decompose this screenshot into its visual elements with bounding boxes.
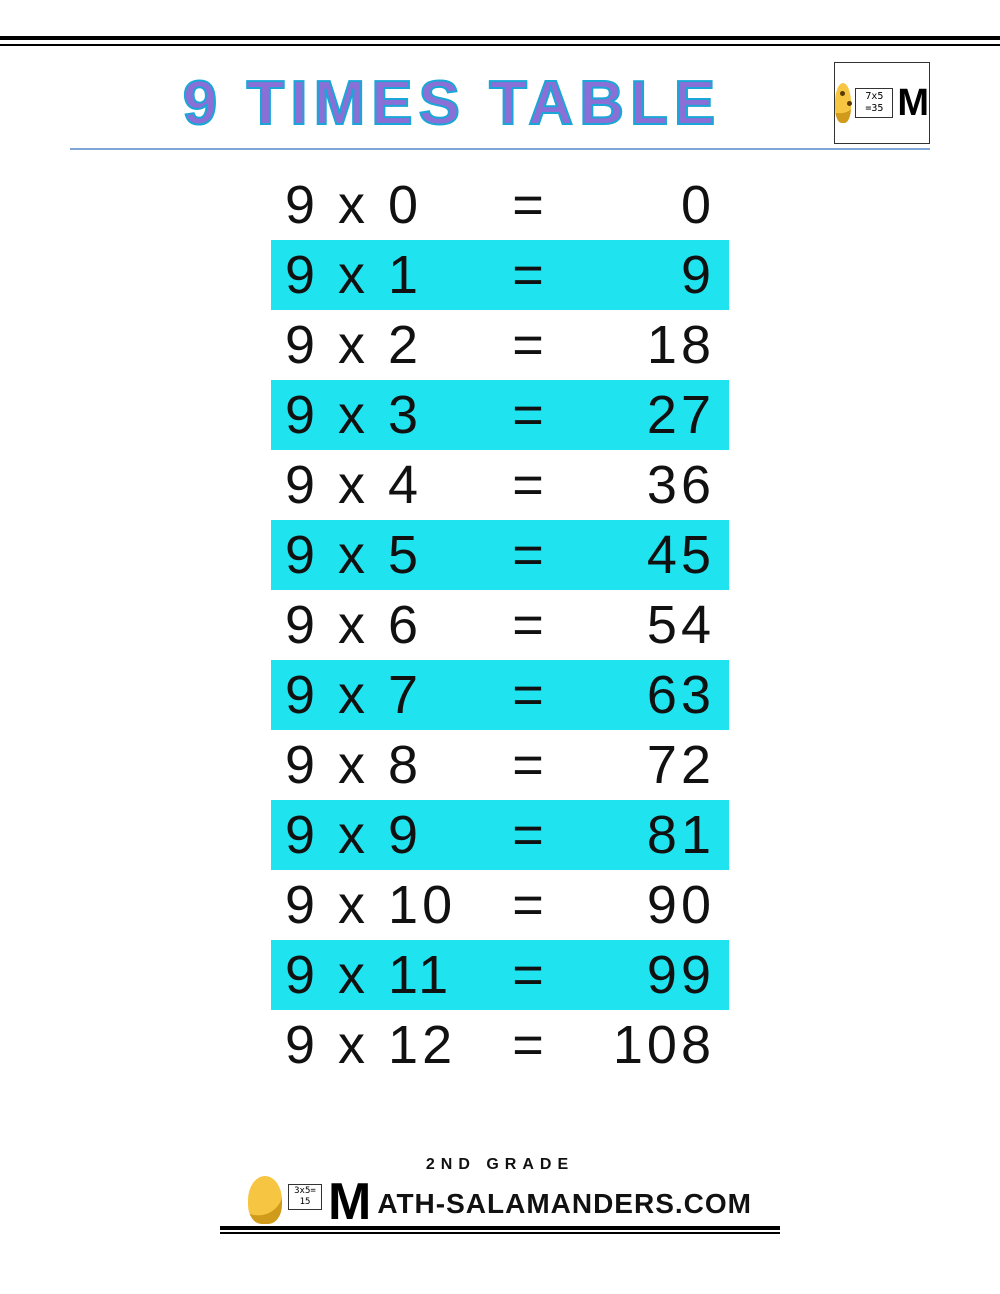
row-lhs: 9 x 10 — [285, 874, 495, 936]
table-row: 9 x 7=63 — [271, 660, 729, 730]
row-lhs: 9 x 0 — [285, 174, 495, 236]
row-lhs: 9 x 7 — [285, 664, 495, 726]
brand-m-icon: M — [328, 1182, 371, 1224]
logo-board-line2: =35 — [865, 103, 883, 114]
table-row: 9 x 0=0 — [271, 170, 729, 240]
row-lhs: 9 x 2 — [285, 314, 495, 376]
row-equals: = — [495, 1014, 565, 1076]
logo-box: 7x5 =35 M — [834, 62, 930, 144]
title-underline — [70, 148, 930, 150]
row-result: 0 — [565, 174, 715, 236]
row-result: 9 — [565, 244, 715, 306]
table-row: 9 x 2=18 — [271, 310, 729, 380]
row-lhs: 9 x 8 — [285, 734, 495, 796]
grade-label: 2ND GRADE — [426, 1156, 574, 1174]
table-row: 9 x 4=36 — [271, 450, 729, 520]
table-row: 9 x 5=45 — [271, 520, 729, 590]
salamander-icon — [248, 1176, 282, 1224]
row-lhs: 9 x 6 — [285, 594, 495, 656]
row-lhs: 9 x 1 — [285, 244, 495, 306]
row-lhs: 9 x 9 — [285, 804, 495, 866]
row-result: 27 — [565, 384, 715, 446]
row-result: 36 — [565, 454, 715, 516]
table-row: 9 x 6=54 — [271, 590, 729, 660]
table-row: 9 x 1=9 — [271, 240, 729, 310]
row-result: 90 — [565, 874, 715, 936]
row-lhs: 9 x 5 — [285, 524, 495, 586]
row-result: 81 — [565, 804, 715, 866]
row-equals: = — [495, 804, 565, 866]
mini-board-line2: 15 — [300, 1197, 311, 1207]
times-table: 9 x 0=09 x 1=99 x 2=189 x 3=279 x 4=369 … — [0, 170, 1000, 1080]
table-row: 9 x 12=108 — [271, 1010, 729, 1080]
brand-text: ATH-SALAMANDERS.COM — [377, 1188, 752, 1224]
row-result: 54 — [565, 594, 715, 656]
page-top-rule-thin — [0, 44, 1000, 46]
row-equals: = — [495, 174, 565, 236]
row-equals: = — [495, 524, 565, 586]
brand-row: 3x5= 15 M ATH-SALAMANDERS.COM — [248, 1176, 752, 1224]
mini-board-icon: 3x5= 15 — [288, 1184, 322, 1210]
brand-underline-thick — [220, 1226, 780, 1230]
logo-board-icon: 7x5 =35 — [855, 88, 893, 118]
row-lhs: 9 x 3 — [285, 384, 495, 446]
table-row: 9 x 8=72 — [271, 730, 729, 800]
footer: 2ND GRADE 3x5= 15 M ATH-SALAMANDERS.COM — [0, 1156, 1000, 1234]
row-equals: = — [495, 454, 565, 516]
table-row: 9 x 10=90 — [271, 870, 729, 940]
row-result: 63 — [565, 664, 715, 726]
row-result: 45 — [565, 524, 715, 586]
header: 9 TIMES TABLE 7x5 =35 M — [70, 62, 930, 144]
table-row: 9 x 9=81 — [271, 800, 729, 870]
row-lhs: 9 x 12 — [285, 1014, 495, 1076]
table-row: 9 x 11=99 — [271, 940, 729, 1010]
row-equals: = — [495, 314, 565, 376]
logo-m-icon: M — [897, 84, 929, 122]
page-top-rule-thick — [0, 36, 1000, 40]
row-result: 108 — [565, 1014, 715, 1076]
logo-board-line1: 7x5 — [865, 91, 883, 102]
row-equals: = — [495, 664, 565, 726]
row-lhs: 9 x 4 — [285, 454, 495, 516]
row-result: 72 — [565, 734, 715, 796]
row-lhs: 9 x 11 — [285, 944, 495, 1006]
row-equals: = — [495, 874, 565, 936]
mini-board-line1: 3x5= — [294, 1186, 316, 1196]
row-equals: = — [495, 244, 565, 306]
row-result: 18 — [565, 314, 715, 376]
salamander-icon — [835, 83, 851, 123]
row-equals: = — [495, 384, 565, 446]
row-equals: = — [495, 594, 565, 656]
row-equals: = — [495, 944, 565, 1006]
row-result: 99 — [565, 944, 715, 1006]
page-title: 9 TIMES TABLE — [70, 68, 834, 139]
brand-underline-thin — [220, 1232, 780, 1234]
row-equals: = — [495, 734, 565, 796]
table-row: 9 x 3=27 — [271, 380, 729, 450]
